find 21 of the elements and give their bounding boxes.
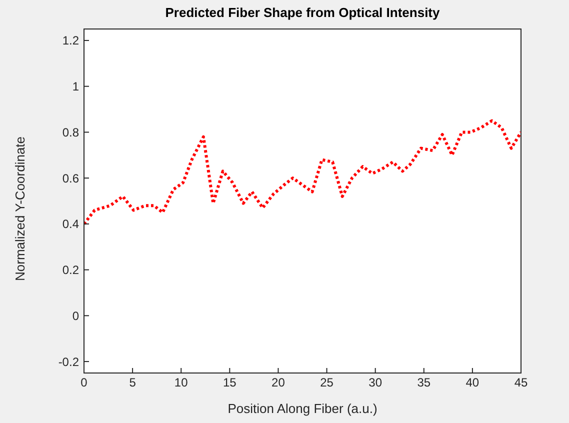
y-tick-label: 1 [72, 80, 80, 94]
y-tick-label: 0.4 [62, 217, 80, 232]
y-tick-label: 0 [72, 308, 80, 323]
y-axis-title: Normalized Y-Coordinate [12, 136, 28, 281]
x-tick-label: 10 [174, 376, 188, 390]
y-tick-label: 0.2 [62, 263, 80, 278]
line-series [84, 119, 521, 226]
x-tick-label: 40 [466, 376, 480, 390]
x-tick-label: 25 [320, 376, 334, 390]
y-tick-label: 0.8 [62, 125, 80, 140]
x-tick-label: 45 [514, 376, 528, 390]
x-tick-label: 20 [272, 376, 286, 390]
x-tick-label: 30 [368, 376, 382, 390]
chart-title: Predicted Fiber Shape from Optical Intensity [164, 5, 441, 20]
y-tick-label: 1.2 [62, 34, 80, 48]
y-tick-label: 0.6 [62, 171, 80, 186]
x-tick-label: 15 [222, 376, 237, 390]
x-tick-label: 5 [129, 376, 136, 390]
x-axis-title: Position Along Fiber (a.u.) [228, 401, 378, 416]
y-tick-label: -0.2 [58, 354, 80, 369]
x-tick-label: 35 [417, 376, 431, 390]
